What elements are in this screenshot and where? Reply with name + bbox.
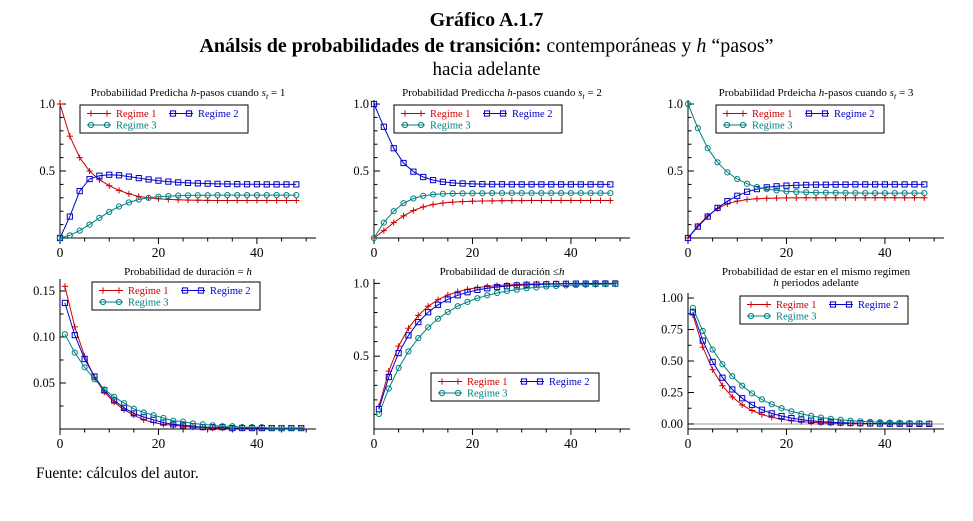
chart-pred-prob-s2-svg: 0 20 40 0.5 1.0 Probabilidad Prediccha h-paso…: [353, 87, 630, 260]
svg-text:40: 40: [250, 245, 264, 260]
chart-duration-leq-h-svg: 0 20 40 0.5 1.0 Probabilidad de duración ≤h Re…: [353, 266, 630, 451]
svg-text:40: 40: [564, 245, 578, 260]
svg-text:0.5: 0.5: [667, 164, 683, 178]
svg-text:Regime 1: Regime 1: [752, 109, 793, 120]
svg-text:0.50: 0.50: [661, 354, 683, 368]
svg-text:20: 20: [466, 245, 480, 260]
svg-text:Regime 2: Regime 2: [858, 300, 899, 311]
svg-text:Regime 2: Regime 2: [549, 377, 590, 388]
svg-text:0: 0: [57, 245, 64, 260]
svg-text:Regime 3: Regime 3: [128, 298, 169, 309]
figure-page: Gráfico A.1.7 Análsis de probabilidades …: [0, 9, 973, 482]
svg-text:0.75: 0.75: [661, 323, 683, 337]
svg-text:Regime 3: Regime 3: [752, 121, 793, 132]
svg-text:Regime 2: Regime 2: [210, 286, 251, 297]
svg-text:20: 20: [780, 245, 794, 260]
svg-text:Regime 3: Regime 3: [776, 312, 817, 323]
svg-text:Regime 3: Regime 3: [116, 121, 157, 132]
svg-text:0.5: 0.5: [353, 164, 369, 178]
svg-text:Probabilidad de estar en el mi: Probabilidad de estar en el mismo regime…: [722, 266, 911, 278]
svg-text:1.0: 1.0: [353, 97, 369, 111]
svg-text:0.05: 0.05: [33, 376, 55, 390]
chart-pred-prob-s1-svg: 0 20 40 0.5 1.0 Probabilidad Predicha h-pasos…: [39, 87, 316, 260]
svg-text:0.00: 0.00: [661, 417, 683, 431]
subtitle-tail: “pasos”: [706, 35, 774, 57]
charts-grid: 0 20 40 0.5 1.0 Probabilidad Predicha h-pasos…: [0, 86, 973, 453]
svg-text:Probabilidad de duración ≤h: Probabilidad de duración ≤h: [440, 266, 565, 278]
figure-subtitle-line2: hacia adelante: [432, 59, 541, 80]
chart-duration-eq-h-svg: 0 20 40 0.05 0.10 0.15 Probabilidad de duració…: [33, 266, 316, 451]
svg-text:20: 20: [466, 436, 480, 451]
svg-text:40: 40: [564, 436, 578, 451]
svg-text:0: 0: [685, 245, 692, 260]
svg-text:1.0: 1.0: [353, 276, 369, 290]
svg-text:h periodos adelante: h periodos adelante: [773, 277, 859, 289]
svg-text:0: 0: [57, 436, 64, 451]
subtitle-bold: Análsis de probabilidades de transición:: [199, 35, 542, 57]
svg-text:Regime 3: Regime 3: [467, 389, 508, 400]
svg-text:0.15: 0.15: [33, 284, 55, 298]
figure-subtitle: Análsis de probabilidades de transición:…: [0, 35, 973, 58]
svg-text:20: 20: [780, 436, 794, 451]
svg-text:Regime 1: Regime 1: [776, 300, 817, 311]
svg-text:40: 40: [250, 436, 264, 451]
svg-text:1.0: 1.0: [39, 97, 55, 111]
svg-text:Regime 1: Regime 1: [467, 377, 508, 388]
chart-duration-leq-h: 0 20 40 0.5 1.0 Probabilidad de duración ≤h Re…: [336, 265, 645, 453]
chart-pred-prob-s3: 0 20 40 0.5 1.0 Probabilidad Prdeicha h-pasos…: [650, 86, 959, 262]
svg-text:0.25: 0.25: [661, 385, 683, 399]
svg-text:0: 0: [371, 245, 378, 260]
svg-text:Regime 2: Regime 2: [198, 109, 239, 120]
subtitle-h-symbol: h: [696, 35, 707, 57]
svg-text:Regime 2: Regime 2: [512, 109, 553, 120]
svg-text:1.0: 1.0: [667, 97, 683, 111]
svg-text:Regime 2: Regime 2: [834, 109, 875, 120]
svg-text:Probabilidad Prdeicha h-pasos: Probabilidad Prdeicha h-pasos cuando st …: [719, 87, 914, 101]
figure-title: Gráfico A.1.7: [429, 9, 544, 31]
svg-text:0.10: 0.10: [33, 330, 55, 344]
source-note: Fuente: cálculos del autor.: [36, 465, 199, 482]
svg-text:Regime 3: Regime 3: [430, 121, 471, 132]
chart-pred-prob-s3-svg: 0 20 40 0.5 1.0 Probabilidad Prdeicha h-pasos…: [667, 87, 944, 260]
svg-text:Probabilidad Predicha h-pasos: Probabilidad Predicha h-pasos cuando st …: [91, 87, 286, 101]
svg-text:Regime 1: Regime 1: [430, 109, 471, 120]
chart-same-regime-h-ahead: 0 20 40 0.00 0.25 0.50 0.75 1.00 Probabilidad de…: [650, 265, 959, 453]
svg-text:40: 40: [878, 245, 892, 260]
chart-duration-eq-h: 0 20 40 0.05 0.10 0.15 Probabilidad de duració…: [22, 265, 331, 453]
chart-pred-prob-s2: 0 20 40 0.5 1.0 Probabilidad Prediccha h-paso…: [336, 86, 645, 262]
svg-text:0.5: 0.5: [353, 349, 369, 363]
svg-text:0.5: 0.5: [39, 164, 55, 178]
svg-text:Regime 1: Regime 1: [116, 109, 157, 120]
svg-text:Probabilidad de duración = h: Probabilidad de duración = h: [124, 266, 252, 278]
svg-text:1.00: 1.00: [661, 291, 683, 305]
svg-text:40: 40: [878, 436, 892, 451]
chart-pred-prob-s1: 0 20 40 0.5 1.0 Probabilidad Predicha h-pasos…: [22, 86, 331, 262]
svg-text:Probabilidad Prediccha h-pasos: Probabilidad Prediccha h-pasos cuando st…: [402, 87, 602, 101]
chart-same-regime-h-ahead-svg: 0 20 40 0.00 0.25 0.50 0.75 1.00 Probabilidad de…: [661, 266, 944, 451]
svg-text:Regime 1: Regime 1: [128, 286, 169, 297]
svg-text:0: 0: [685, 436, 692, 451]
subtitle-mid: contemporáneas y: [541, 35, 697, 57]
svg-text:20: 20: [152, 436, 166, 451]
svg-text:20: 20: [152, 245, 166, 260]
svg-text:0: 0: [371, 436, 378, 451]
